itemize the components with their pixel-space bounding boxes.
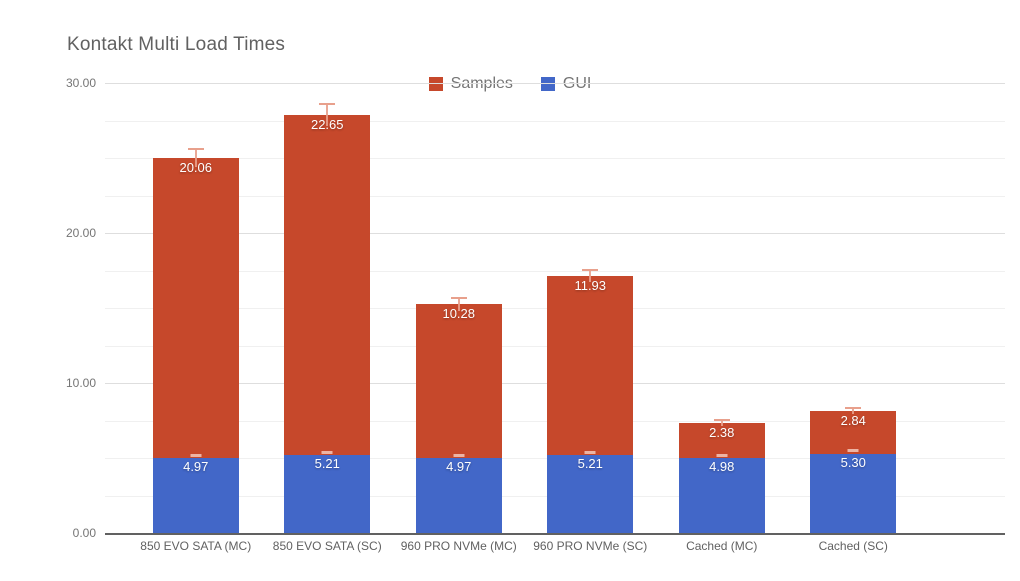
gui-bar-segment[interactable]	[152, 458, 239, 533]
samples-error-cap	[713, 418, 730, 421]
x-category-label: 850 EVO SATA (SC)	[272, 539, 382, 553]
bar-group: 10.28 4.97	[393, 83, 525, 533]
plot-area: 20.06 4.97 22.65 5.21 10.28 4.97 11.93 5.21 2.38…	[105, 83, 1005, 535]
gui-error-whisker	[190, 454, 202, 458]
bar-group: 2.38 4.98	[656, 83, 788, 533]
major-gridline	[105, 233, 1005, 234]
gui-swatch-icon	[540, 77, 555, 91]
gui-value-label: 4.97	[446, 459, 472, 475]
minor-gridline	[105, 120, 1005, 122]
stacked-bar: 10.28 4.97	[415, 296, 502, 533]
bars: 20.06 4.97 22.65 5.21 10.28 4.97 11.93 5.21 2.38…	[130, 83, 919, 533]
gui-bar-segment[interactable]	[810, 453, 897, 533]
bar-group: 22.65 5.21	[262, 83, 394, 533]
samples-value-label: 10.28	[442, 306, 476, 322]
samples-error-cap	[187, 147, 204, 150]
stacked-bar: 22.65 5.21	[284, 102, 371, 533]
samples-value-label: 22.65	[310, 117, 344, 133]
minor-gridline	[105, 195, 1005, 197]
samples-error-cap	[845, 406, 862, 409]
x-axis-labels: 850 EVO SATA (MC) 850 EVO SATA (SC) 960 PR…	[130, 539, 919, 553]
gui-value-label: 5.21	[314, 455, 340, 471]
minor-gridline	[105, 158, 1005, 159]
samples-error-cap	[582, 268, 599, 271]
gui-error-whisker	[716, 454, 728, 458]
x-category-label: 960 PRO NVMe (SC)	[533, 539, 648, 553]
samples-error-cap	[450, 296, 467, 299]
bar-group: 2.84 5.30	[788, 83, 920, 533]
gui-error-whisker	[584, 450, 596, 454]
samples-error-whisker	[589, 269, 592, 282]
y-tick-label: 20.00	[65, 226, 96, 240]
samples-error-whisker	[194, 148, 197, 167]
samples-value-label: 2.38	[709, 424, 735, 440]
samples-error-whisker	[720, 419, 723, 426]
stacked-bar: 20.06 4.97	[152, 147, 239, 533]
gui-value-label: 5.21	[577, 455, 603, 471]
gui-value-label: 5.30	[840, 454, 866, 470]
gui-error-whisker	[847, 449, 859, 453]
samples-value-label: 11.93	[574, 277, 607, 293]
gui-bar-segment[interactable]	[415, 458, 502, 533]
x-category-label: Cached (SC)	[818, 539, 888, 553]
samples-error-whisker	[326, 103, 329, 127]
x-category-label: Cached (MC)	[686, 539, 758, 553]
samples-value-label: 20.06	[179, 159, 213, 175]
samples-error-cap	[319, 102, 336, 105]
stacked-bar: 2.84 5.30	[810, 406, 897, 533]
x-category-label: 850 EVO SATA (MC)	[140, 539, 252, 553]
samples-swatch-icon	[428, 77, 443, 91]
samples-value-label: 2.84	[840, 412, 866, 428]
gui-bar-segment[interactable]	[678, 458, 765, 533]
major-gridline	[105, 83, 1005, 84]
minor-gridline	[105, 270, 1005, 272]
gui-bar-segment[interactable]	[284, 454, 371, 533]
samples-error-whisker	[852, 407, 855, 414]
stacked-bar: 2.38 4.98	[678, 418, 765, 533]
gui-value-label: 4.98	[709, 459, 735, 475]
x-category-label: 960 PRO NVMe (MC)	[400, 539, 517, 553]
samples-error-whisker	[457, 297, 460, 311]
chart-title: Kontakt Multi Load Times	[67, 34, 286, 55]
y-tick-label: 10.00	[65, 376, 96, 390]
gui-error-whisker	[453, 454, 465, 458]
bar-group: 20.06 4.97	[130, 83, 262, 533]
y-tick-label: 30.00	[65, 76, 96, 90]
y-tick-label: 0.00	[72, 526, 96, 540]
gui-error-whisker	[321, 450, 333, 454]
gui-value-label: 4.97	[183, 459, 209, 475]
stacked-bar: 11.93 5.21	[547, 268, 634, 533]
gui-bar-segment[interactable]	[547, 454, 634, 533]
bar-group: 11.93 5.21	[525, 83, 657, 533]
